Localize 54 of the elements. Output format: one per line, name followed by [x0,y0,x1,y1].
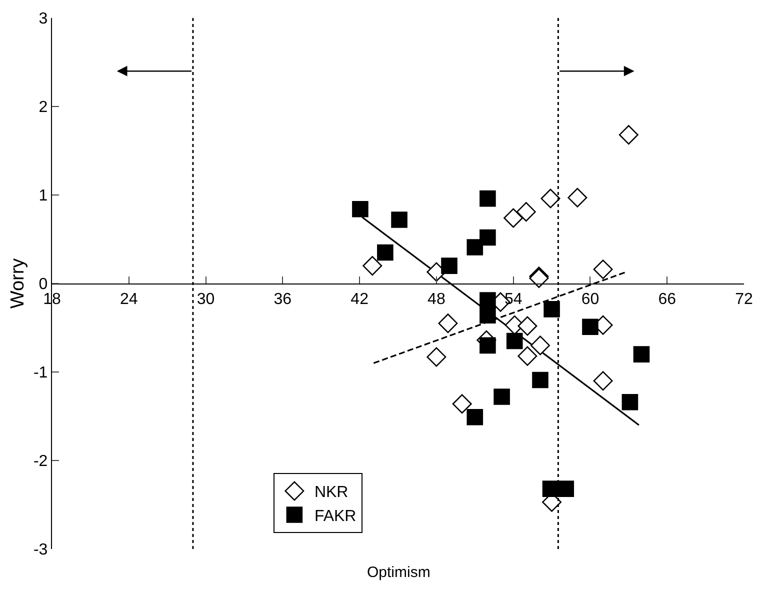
point [518,346,538,366]
point [480,307,496,324]
point [540,188,560,208]
legend-label: FAKR [314,508,356,526]
y-tick-label: -1 [33,364,48,382]
y-tick-label: -3 [33,542,48,559]
x-tick-label: 24 [120,290,138,308]
y-axis-title: Worry [7,258,28,309]
point [504,208,524,228]
point [466,239,484,256]
point [622,394,638,410]
y-tick-label: 1 [38,188,48,205]
point [480,229,496,246]
point [466,408,484,426]
point [542,480,559,497]
point [362,256,382,276]
x-tick-label: 54 [504,290,522,308]
point [480,190,496,207]
point [480,292,496,308]
point [494,388,510,405]
point [480,337,496,354]
point [377,244,394,261]
x-tick-label: 60 [581,290,600,308]
point [516,202,536,222]
point [391,212,408,228]
point [506,332,523,350]
x-tick-label: 72 [735,290,753,308]
point [544,301,560,318]
point [593,260,613,280]
point [438,314,458,334]
legend-label: NKR [314,484,348,502]
point [352,201,368,218]
point [426,347,446,367]
x-tick-label: 30 [196,290,215,308]
x-tick-label: 48 [428,290,446,308]
y-tick-label: 2 [38,99,48,116]
x-tick-label: 36 [274,290,292,308]
point [582,318,598,336]
point [530,336,550,356]
point [633,346,650,362]
point [441,258,458,274]
x-axis-title: Optimism [367,564,430,581]
x-tick-label: 66 [658,290,676,308]
x-tick-label: 42 [350,290,369,308]
y-tick-label: 3 [38,10,48,28]
point [518,316,538,336]
point [618,125,638,145]
point [593,371,613,391]
point [452,394,472,414]
point [568,188,588,208]
y-tick-label: -2 [33,453,48,470]
point [532,372,548,388]
y-tick-label: 0 [38,276,48,294]
point [558,480,574,497]
